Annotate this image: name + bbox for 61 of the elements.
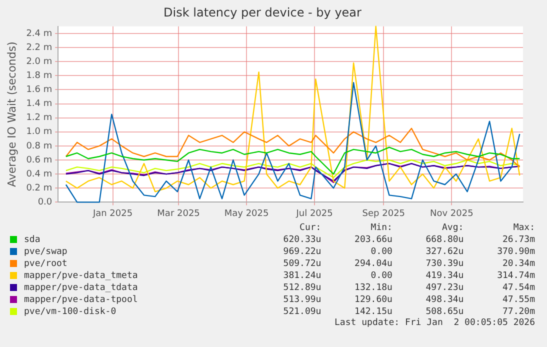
text: 129.60u (354, 294, 392, 306)
legend-label: mapper/pve-data_tdata (23, 282, 139, 294)
y-tick-label: 1.6 m (26, 85, 52, 96)
text: 77.20m (501, 306, 535, 318)
text: 512.89u (282, 282, 322, 294)
y-tick-label: 2.4 m (26, 28, 52, 39)
text: 498.34u (424, 294, 464, 306)
text: 294.04u (354, 258, 392, 270)
text: 327.62u (424, 246, 464, 258)
text: 521.09u (282, 306, 322, 318)
legend-label: pve/vm-100-disk-0 (23, 306, 118, 318)
legend-label: sda (23, 234, 42, 246)
y-tick-label: 0.0 (38, 198, 52, 208)
legend-label: mapper/pve-data_tmeta (23, 270, 139, 282)
text: 132.18u (354, 282, 392, 294)
text: 508.65u (424, 306, 464, 318)
y-axis-title: Average IO Wait (seconds) (5, 42, 18, 187)
text: 497.23u (424, 282, 464, 294)
text: Max: (512, 222, 535, 234)
text: 620.33u (282, 234, 322, 246)
x-tick-label: Mar 2025 (157, 208, 200, 219)
x-tick-label: Jan 2025 (92, 208, 133, 219)
y-tick-label: 0.8 m (26, 141, 52, 152)
text: 513.99u (282, 294, 322, 306)
x-tick-label: Nov 2025 (430, 208, 474, 219)
x-tick-label: Sep 2025 (362, 208, 406, 219)
text: 0.00 (370, 270, 392, 282)
text: 969.22u (282, 246, 322, 258)
y-tick-label: 1.0 m (26, 127, 52, 138)
text: 730.39u (424, 258, 464, 270)
text: 47.54m (501, 282, 535, 294)
y-tick-label: 0.4 m (26, 169, 52, 180)
text: Avg: (441, 222, 464, 234)
text: Min: (370, 222, 392, 234)
text: 381.24u (282, 270, 322, 282)
text: 668.80u (424, 234, 464, 246)
text: 314.74m (496, 270, 535, 282)
chart-title: Disk latency per device - by year (164, 5, 362, 20)
text: 26.73m (501, 234, 535, 246)
text: Last update: Fri Jan 2 00:05:05 2026 (334, 318, 535, 328)
text: 419.34u (424, 270, 464, 282)
text: 142.15u (354, 306, 392, 318)
legend-label: pve/swap (23, 246, 68, 258)
y-tick-label: 0.2 m (26, 183, 52, 194)
text: Cur: (298, 222, 322, 234)
legend-label: mapper/pve-data-tpool (23, 294, 139, 306)
y-tick-label: 2.2 m (26, 42, 52, 53)
text: 509.72u (282, 258, 322, 270)
y-tick-label: 2.0 m (26, 56, 52, 67)
text: 20.34m (501, 258, 535, 270)
x-tick-label: Jul 2025 (295, 208, 333, 219)
text: 0.00 (370, 246, 392, 258)
y-tick-label: 1.2 m (26, 113, 52, 124)
legend-label: pve/root (23, 258, 68, 270)
text: 370.90m (496, 246, 535, 258)
text: 47.55m (501, 294, 535, 306)
y-tick-label: 1.8 m (26, 70, 52, 81)
x-tick-label: May 2025 (224, 208, 269, 219)
y-tick-label: 0.6 m (26, 155, 52, 166)
y-tick-label: 1.4 m (26, 99, 52, 110)
text: 203.66u (354, 234, 392, 246)
